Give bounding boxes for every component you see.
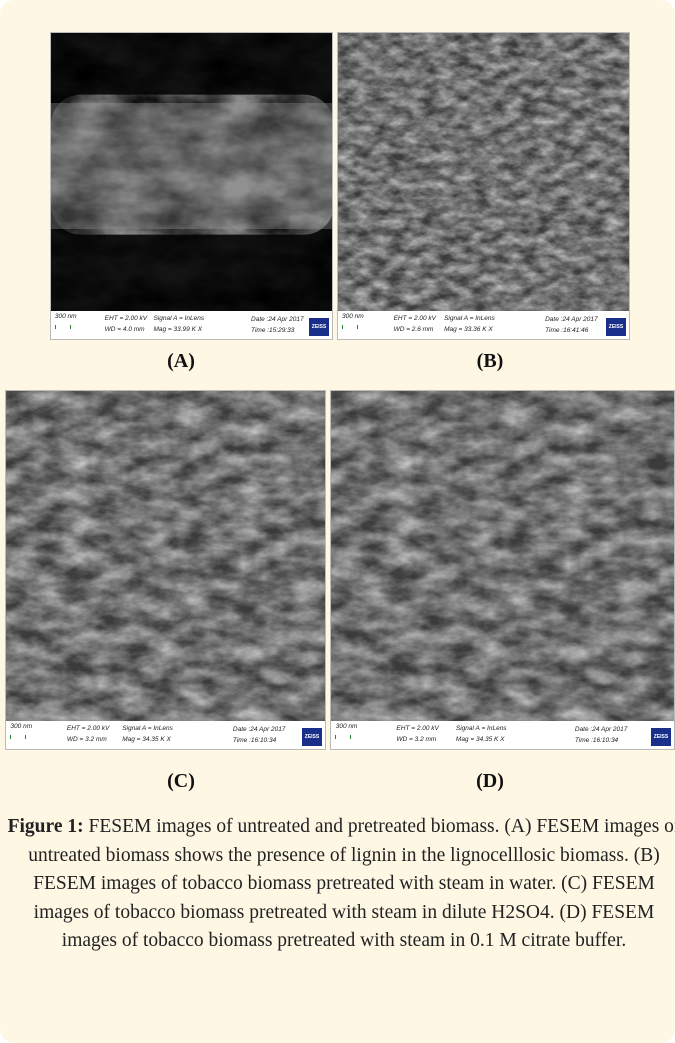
panel-label: (D) xyxy=(450,770,530,793)
info-signal: Signal A = InLens xyxy=(153,315,204,322)
info-eht: EHT = 2.00 kV xyxy=(105,315,147,322)
info-time: Time :16:41:46 xyxy=(545,327,588,334)
sem-image: 300 nm EHT = 2.00 kV WD = 3.2 mm Signal A =… xyxy=(5,390,326,750)
info-mag: Mag = 33.36 K X xyxy=(444,326,493,333)
info-scale: 300 nm xyxy=(342,313,364,320)
micrograph xyxy=(331,391,675,723)
info-date: Date :24 Apr 2017 xyxy=(545,316,598,323)
info-mag: Mag = 34.35 K X xyxy=(122,736,171,743)
caption: Figure 1: FESEM images of untreated and … xyxy=(4,813,675,956)
info-date: Date :24 Apr 2017 xyxy=(575,726,628,733)
brand-logo: ZEISS xyxy=(606,318,626,336)
info-time: Time :16:10:34 xyxy=(575,737,618,744)
scale-bar xyxy=(342,325,358,329)
info-date: Date :24 Apr 2017 xyxy=(233,726,286,733)
brand-logo: ZEISS xyxy=(309,318,329,336)
info-time: Time :15:29:33 xyxy=(251,327,294,334)
info-wd: WD = 4.0 mm xyxy=(105,326,145,333)
info-bar: 300 nm EHT = 2.00 kV WD = 2.6 mm Signal A =… xyxy=(338,311,629,339)
scale-bar xyxy=(335,735,351,739)
info-bar: 300 nm EHT = 2.00 kV WD = 3.2 mm Signal A =… xyxy=(6,721,325,749)
info-eht: EHT = 2.00 kV xyxy=(396,725,438,732)
brand-logo: ZEISS xyxy=(651,728,671,746)
info-eht: EHT = 2.00 kV xyxy=(394,315,436,322)
brand-logo: ZEISS xyxy=(302,728,322,746)
info-signal: Signal A = InLens xyxy=(456,725,507,732)
sem-image: 300 nm EHT = 2.00 kV WD = 4.0 mm Signal A =… xyxy=(50,32,333,340)
info-signal: Signal A = InLens xyxy=(444,315,495,322)
figure-card: Figure 1: FESEM images of untreated and … xyxy=(0,0,675,1043)
panel-label: (A) xyxy=(141,350,221,373)
micrograph xyxy=(51,33,333,313)
sem-image: 300 nm EHT = 2.00 kV WD = 2.6 mm Signal A =… xyxy=(337,32,630,340)
caption-text: FESEM images of untreated and pretreated… xyxy=(28,816,675,951)
micrograph xyxy=(338,33,630,313)
info-bar: 300 nm EHT = 2.00 kV WD = 4.0 mm Signal A =… xyxy=(51,311,332,339)
sample-texture xyxy=(51,103,333,229)
info-eht: EHT = 2.00 kV xyxy=(67,725,109,732)
info-scale: 300 nm xyxy=(336,723,358,730)
sem-image: 300 nm EHT = 2.00 kV WD = 3.2 mm Signal A =… xyxy=(330,390,675,750)
info-mag: Mag = 34.35 K X xyxy=(456,736,505,743)
scale-bar xyxy=(55,325,71,329)
info-signal: Signal A = InLens xyxy=(122,725,173,732)
info-wd: WD = 3.2 mm xyxy=(396,736,436,743)
texture-layer xyxy=(331,391,675,723)
info-scale: 300 nm xyxy=(10,723,32,730)
panel-label: (C) xyxy=(141,770,221,793)
info-date: Date :24 Apr 2017 xyxy=(251,316,304,323)
info-wd: WD = 3.2 mm xyxy=(67,736,107,743)
caption-label: Figure 1: xyxy=(8,816,84,837)
info-bar: 300 nm EHT = 2.00 kV WD = 3.2 mm Signal A =… xyxy=(331,721,674,749)
texture-layer xyxy=(6,391,326,723)
texture-layer xyxy=(338,33,630,313)
info-scale: 300 nm xyxy=(55,313,77,320)
info-time: Time :16:10:34 xyxy=(233,737,276,744)
info-mag: Mag = 33.99 K X xyxy=(153,326,202,333)
micrograph xyxy=(6,391,326,723)
scale-bar xyxy=(10,735,26,739)
panel-label: (B) xyxy=(450,350,530,373)
info-wd: WD = 2.6 mm xyxy=(394,326,434,333)
